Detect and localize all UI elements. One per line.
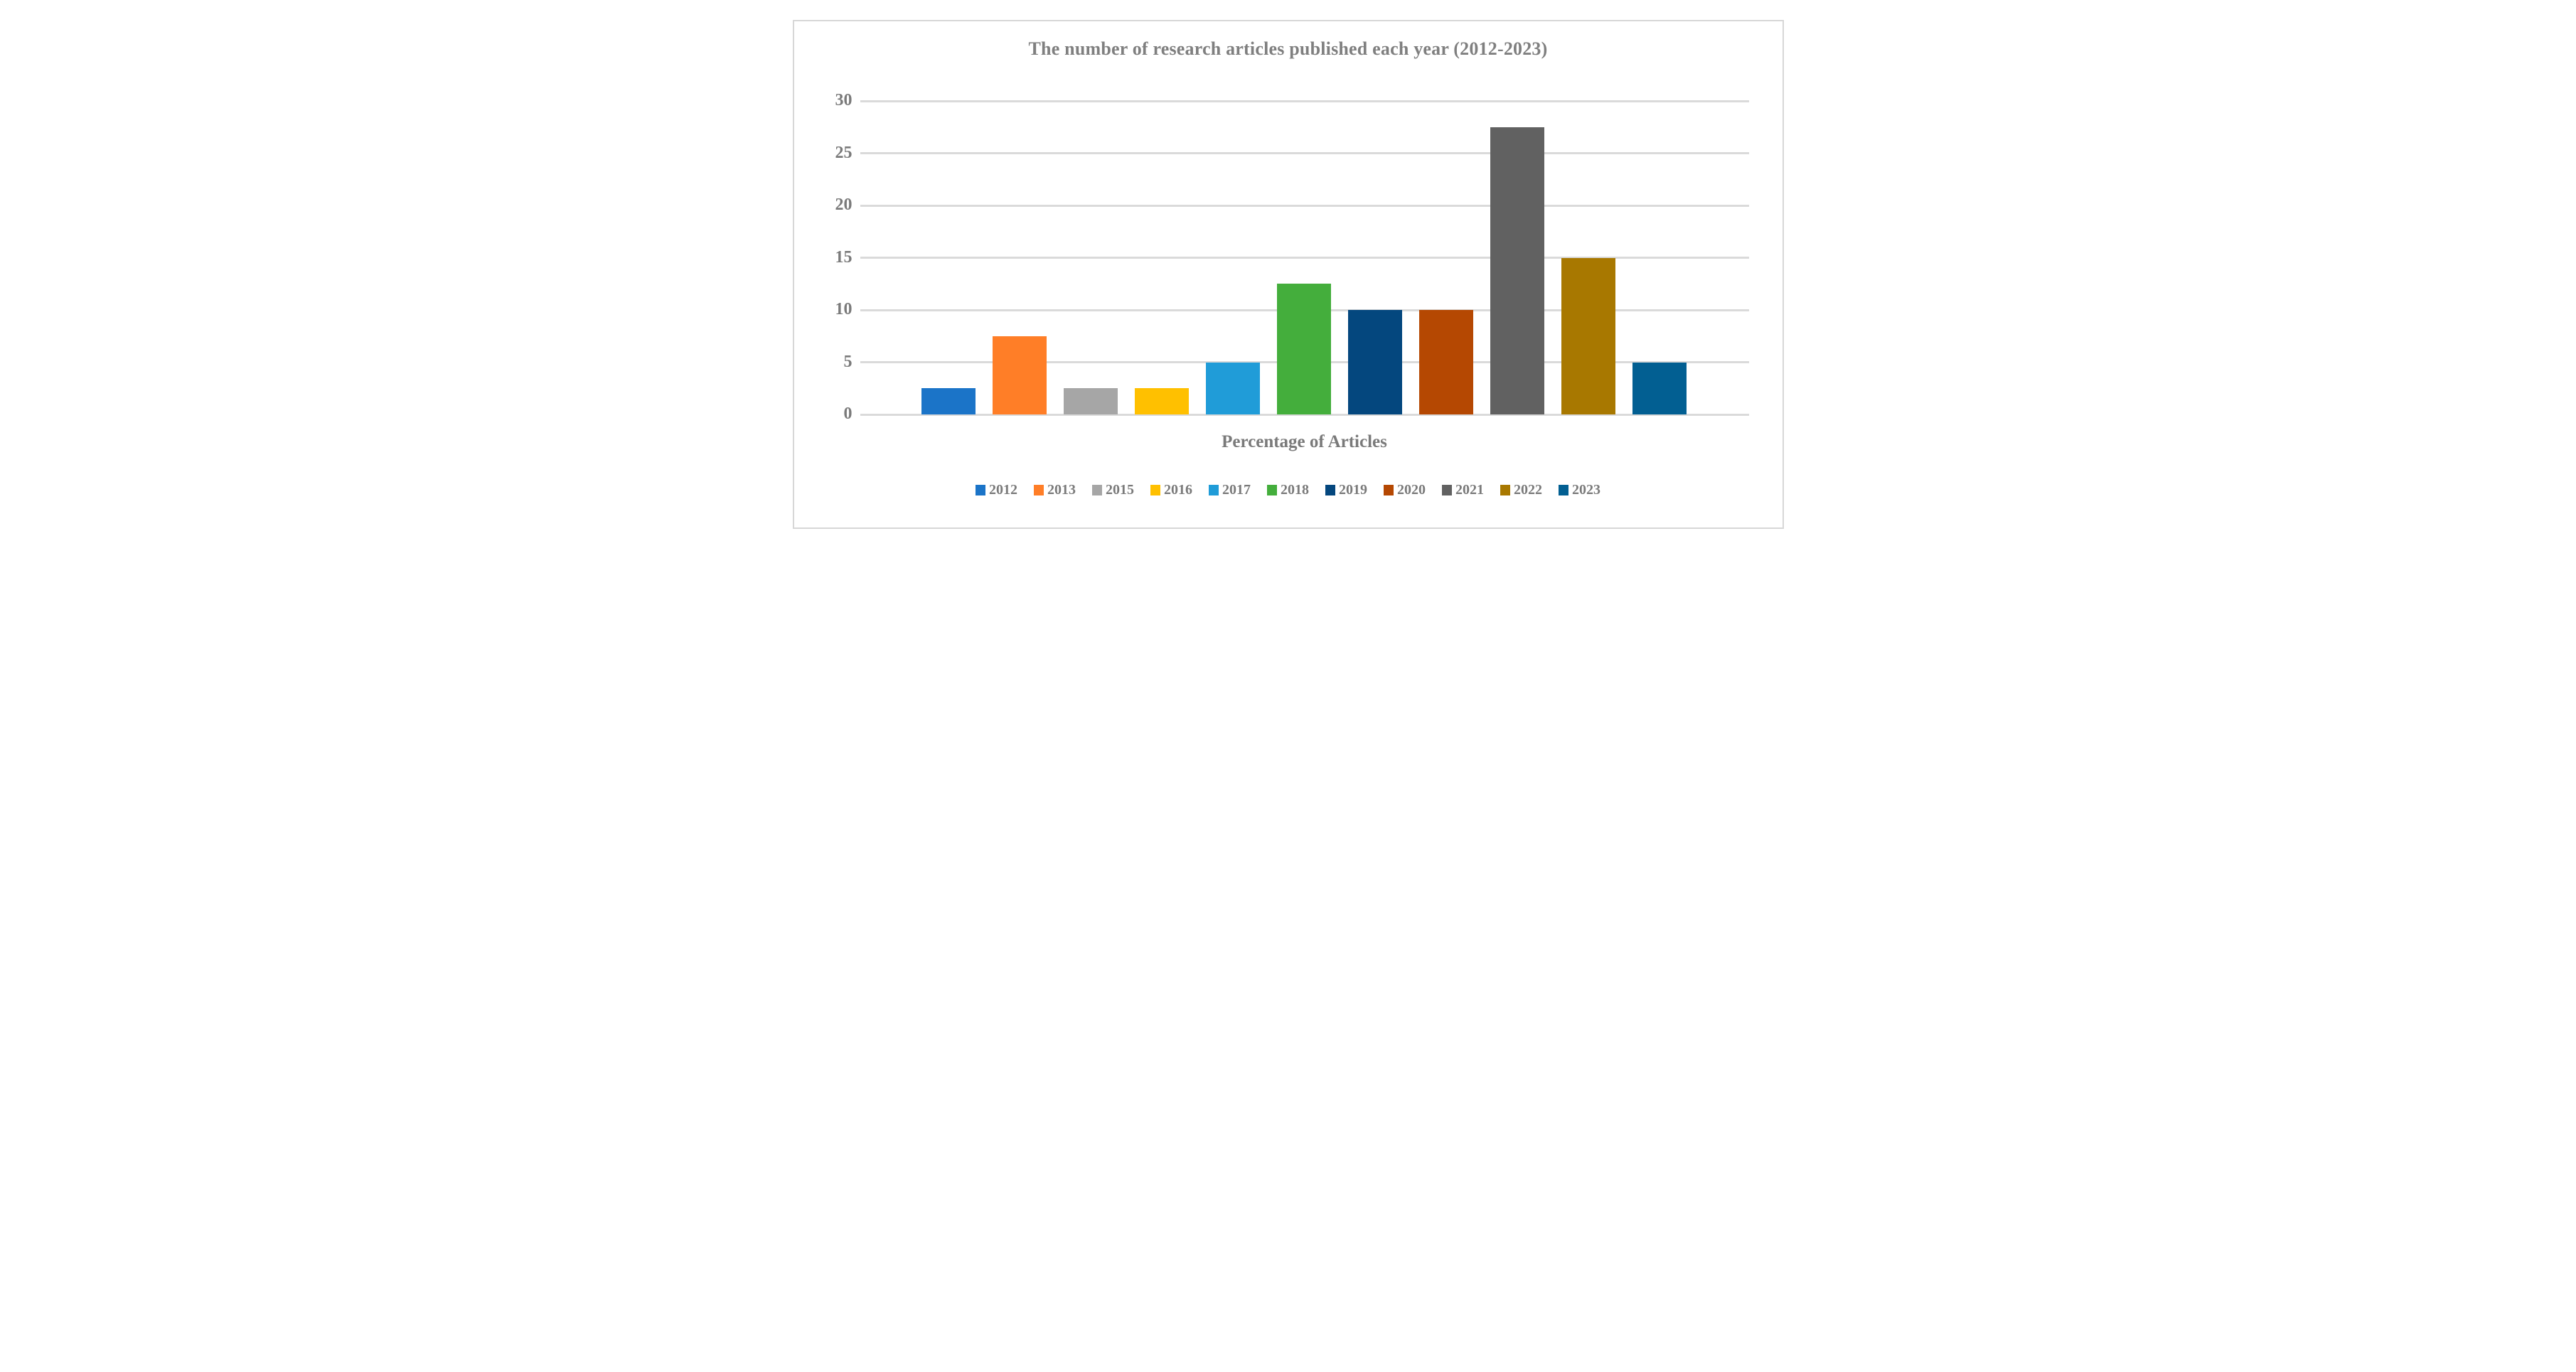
- legend-label-2013: 2013: [1047, 482, 1076, 498]
- legend-swatch-2020: [1384, 485, 1394, 495]
- bar-2016: [1134, 388, 1189, 414]
- legend-item-2018: 2018: [1267, 482, 1309, 498]
- legend-item-2022: 2022: [1500, 482, 1542, 498]
- legend-swatch-2015: [1092, 485, 1102, 495]
- legend-swatch-2012: [976, 485, 985, 495]
- legend-swatch-2016: [1150, 485, 1160, 495]
- gridline-25: [860, 152, 1749, 154]
- gridline-20: [860, 204, 1749, 207]
- bar-2012: [921, 388, 976, 414]
- bar-2021: [1490, 127, 1544, 414]
- legend-label-2019: 2019: [1339, 482, 1367, 498]
- legend-swatch-2018: [1267, 485, 1277, 495]
- y-tick-label-0: 0: [843, 404, 853, 423]
- legend-item-2019: 2019: [1325, 482, 1367, 498]
- legend-label-2018: 2018: [1281, 482, 1309, 498]
- legend-swatch-2022: [1500, 485, 1510, 495]
- legend-label-2015: 2015: [1106, 482, 1134, 498]
- y-tick-label-15: 15: [835, 247, 853, 267]
- y-tick-label-25: 25: [835, 143, 853, 162]
- bar-2013: [992, 336, 1047, 414]
- legend-label-2021: 2021: [1455, 482, 1484, 498]
- gridline-15: [860, 257, 1749, 259]
- legend-item-2012: 2012: [976, 482, 1017, 498]
- legend-label-2020: 2020: [1397, 482, 1426, 498]
- y-tick-label-5: 5: [843, 352, 853, 371]
- legend: 2012 2013 2015 2016 2017 2018 2019 2020 2021 2022…: [794, 482, 1783, 498]
- legend-swatch-2019: [1325, 485, 1335, 495]
- legend-item-2021: 2021: [1442, 482, 1484, 498]
- bar-2018: [1276, 284, 1331, 414]
- legend-item-2020: 2020: [1384, 482, 1426, 498]
- legend-swatch-2021: [1442, 485, 1452, 495]
- legend-item-2013: 2013: [1034, 482, 1076, 498]
- legend-swatch-2023: [1559, 485, 1568, 495]
- bar-2015: [1063, 388, 1118, 414]
- legend-item-2023: 2023: [1559, 482, 1600, 498]
- bar-2017: [1205, 362, 1260, 414]
- bar-2020: [1418, 310, 1473, 414]
- gridline-30: [860, 100, 1749, 102]
- legend-label-2012: 2012: [989, 482, 1017, 498]
- legend-item-2017: 2017: [1209, 482, 1251, 498]
- gridline-0: [860, 413, 1749, 416]
- y-tick-label-10: 10: [835, 299, 853, 318]
- legend-item-2015: 2015: [1092, 482, 1134, 498]
- legend-item-2016: 2016: [1150, 482, 1192, 498]
- chart-title: The number of research articles publishe…: [1028, 38, 1548, 59]
- legend-label-2023: 2023: [1572, 482, 1600, 498]
- legend-label-2016: 2016: [1164, 482, 1192, 498]
- y-axis-tick-labels: 0 5 10 15 20 25 30: [794, 91, 853, 423]
- bar-2023: [1632, 362, 1687, 414]
- legend-swatch-2017: [1209, 485, 1219, 495]
- legend-label-2022: 2022: [1514, 482, 1542, 498]
- legend-label-2017: 2017: [1222, 482, 1251, 498]
- y-tick-label-20: 20: [835, 195, 853, 214]
- bar-2019: [1347, 310, 1402, 414]
- x-axis-label: Percentage of Articles: [1222, 432, 1387, 451]
- chart-page: The number of research articles publishe…: [772, 0, 1804, 549]
- bar-2022: [1561, 257, 1615, 414]
- legend-swatch-2013: [1034, 485, 1044, 495]
- y-tick-label-30: 30: [835, 90, 853, 109]
- plot-area: [860, 100, 1749, 416]
- chart-frame: The number of research articles publishe…: [792, 20, 1784, 529]
